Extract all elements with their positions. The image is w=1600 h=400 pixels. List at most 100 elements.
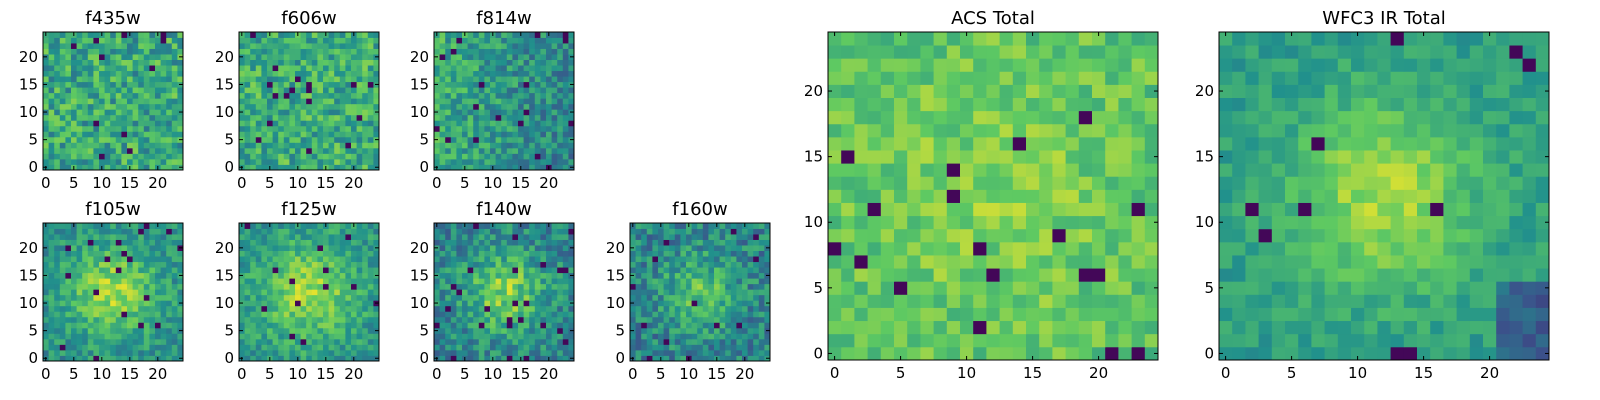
heatmap-cell <box>99 153 105 160</box>
heatmap-cell <box>933 176 948 190</box>
heatmap-cell <box>99 289 105 296</box>
heatmap-cell <box>999 228 1014 243</box>
heatmap-cell <box>546 349 552 356</box>
heatmap-cell <box>317 98 324 105</box>
heatmap-cell <box>272 250 279 257</box>
heatmap-cell <box>283 344 290 351</box>
heatmap-cell <box>138 300 145 307</box>
heatmap-cell <box>719 250 726 257</box>
heatmap-cell <box>523 98 530 105</box>
heatmap-cell <box>311 87 318 94</box>
heatmap-cell <box>121 65 128 72</box>
heatmap-cell <box>736 272 743 279</box>
heatmap-cell <box>110 103 117 110</box>
heatmap-cell <box>339 234 346 240</box>
heatmap-cell <box>546 294 552 301</box>
heatmap-cell <box>155 153 161 160</box>
heatmap-cell <box>546 228 552 235</box>
heatmap-cell <box>434 267 440 274</box>
heatmap-cell <box>742 322 748 329</box>
heatmap-cell <box>445 48 452 55</box>
heatmap-cell <box>434 76 440 83</box>
heatmap-cell <box>59 311 66 318</box>
heatmap-cell <box>143 48 150 55</box>
heatmap-cell <box>87 98 94 105</box>
heatmap-cell <box>48 142 55 149</box>
heatmap-cell <box>267 98 273 105</box>
heatmap-cell <box>1105 202 1119 217</box>
heatmap-cell <box>345 344 352 351</box>
heatmap-cell <box>104 228 111 235</box>
heatmap-cell <box>48 344 55 351</box>
heatmap-cell <box>87 131 94 138</box>
heatmap-cell <box>1026 228 1040 243</box>
heatmap-cell <box>546 87 552 94</box>
heatmap-cell <box>434 131 440 138</box>
heatmap-cell <box>244 114 251 121</box>
heatmap-cell <box>747 228 754 235</box>
heatmap-cell <box>121 109 128 116</box>
heatmap-cell <box>244 59 251 66</box>
heatmap-cell <box>1039 228 1053 243</box>
heatmap-cell <box>334 300 341 307</box>
heatmap-cell <box>663 338 670 345</box>
heatmap-cell <box>306 153 313 160</box>
heatmap-cell <box>76 289 83 296</box>
heatmap-cell <box>473 289 480 296</box>
heatmap-cell <box>289 267 296 274</box>
heatmap-cell <box>323 333 329 340</box>
heatmap-cell <box>110 32 117 38</box>
heatmap-cell <box>278 272 285 279</box>
heatmap-cell <box>87 120 94 127</box>
heatmap-cell <box>306 316 313 323</box>
heatmap-cell <box>250 59 257 66</box>
heatmap-cell <box>59 283 66 290</box>
heatmap-cell <box>714 283 720 290</box>
heatmap-cell <box>121 261 128 268</box>
heatmap-cell <box>104 37 111 44</box>
heatmap-cell <box>306 48 313 55</box>
heatmap-cell <box>132 283 139 290</box>
heatmap-cell <box>160 32 167 38</box>
heatmap-cell <box>278 87 285 94</box>
heatmap-cell <box>306 327 313 334</box>
heatmap-cell <box>283 327 290 334</box>
heatmap-cell <box>742 338 748 345</box>
heatmap-cell <box>933 268 948 282</box>
heatmap-cell <box>669 349 676 356</box>
heatmap-cell <box>87 283 94 290</box>
heatmap-cell <box>356 59 363 66</box>
heatmap-cell <box>138 65 145 72</box>
heatmap-cell <box>283 98 290 105</box>
heatmap-cell <box>255 300 262 307</box>
heatmap-cell <box>334 114 341 121</box>
heatmap-cell <box>1012 176 1027 190</box>
heatmap-cell <box>345 311 352 318</box>
heatmap-cell <box>261 147 268 154</box>
heatmap-cell <box>345 355 352 362</box>
heatmap-cell <box>933 241 948 256</box>
heatmap-cell <box>742 250 748 257</box>
heatmap-cell <box>725 300 732 307</box>
heatmap-cell <box>328 48 335 55</box>
heatmap-cell <box>255 223 262 229</box>
heatmap-cell <box>450 48 457 55</box>
heatmap-cell <box>177 131 184 138</box>
heatmap-cell <box>59 250 66 257</box>
heatmap-cell <box>351 256 357 263</box>
heatmap-cell <box>1131 307 1146 322</box>
heatmap-cell <box>272 48 279 55</box>
heatmap-cell <box>278 305 285 312</box>
heatmap-cell <box>518 131 524 138</box>
heatmap-cell <box>663 322 670 329</box>
heatmap-cell <box>719 305 726 312</box>
heatmap-cell <box>450 228 457 235</box>
heatmap-cell <box>1118 215 1132 230</box>
heatmap-cell <box>714 278 720 285</box>
heatmap-cell <box>473 338 480 345</box>
heatmap-cell <box>1065 268 1080 282</box>
panel-title: ACS Total <box>951 8 1035 29</box>
heatmap-cell <box>177 228 184 235</box>
heatmap-cell <box>439 272 446 279</box>
